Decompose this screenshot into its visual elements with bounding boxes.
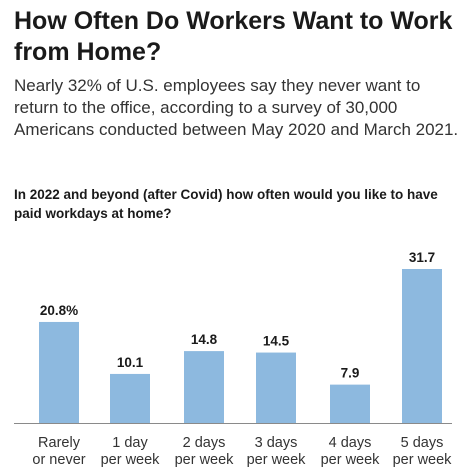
category-label-3: 3 days per week: [247, 435, 307, 468]
value-label-5: 31.7: [409, 250, 435, 265]
category-label-4: 4 days per week: [321, 435, 381, 468]
value-label-0: 20.8%: [40, 303, 78, 318]
bar-2: [184, 351, 224, 423]
value-label-4: 7.9: [341, 366, 360, 381]
bar-4: [330, 384, 370, 423]
chart-title: How Often Do Workers Want to Work from H…: [14, 7, 453, 66]
survey-question: In 2022 and beyond (after Covid) how oft…: [14, 187, 438, 221]
bar-5: [402, 269, 442, 423]
value-label-3: 14.5: [263, 334, 290, 349]
bar-1: [110, 373, 150, 423]
chart-subtitle: Nearly 32% of U.S. employees say they ne…: [14, 76, 459, 139]
bar-0: [39, 321, 79, 423]
bar-3: [256, 352, 296, 423]
value-label-1: 10.1: [117, 355, 144, 370]
value-label-2: 14.8: [191, 332, 218, 347]
category-label-1: 1 day per week: [101, 435, 161, 468]
category-label-5: 5 days per week: [393, 435, 453, 468]
category-label-0: Rarely or never: [32, 435, 85, 468]
category-label-2: 2 days per week: [175, 435, 235, 468]
